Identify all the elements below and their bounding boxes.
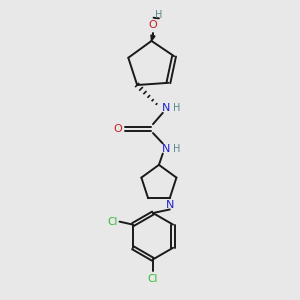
Text: N: N (162, 103, 170, 113)
Text: Cl: Cl (148, 274, 158, 284)
Text: H: H (173, 143, 180, 154)
Text: O: O (113, 124, 122, 134)
Polygon shape (151, 35, 155, 41)
Text: H: H (155, 10, 163, 20)
Text: N: N (162, 143, 170, 154)
Text: H: H (173, 103, 180, 113)
Text: Cl: Cl (107, 217, 117, 226)
Text: N: N (166, 200, 174, 210)
Text: O: O (148, 20, 157, 30)
